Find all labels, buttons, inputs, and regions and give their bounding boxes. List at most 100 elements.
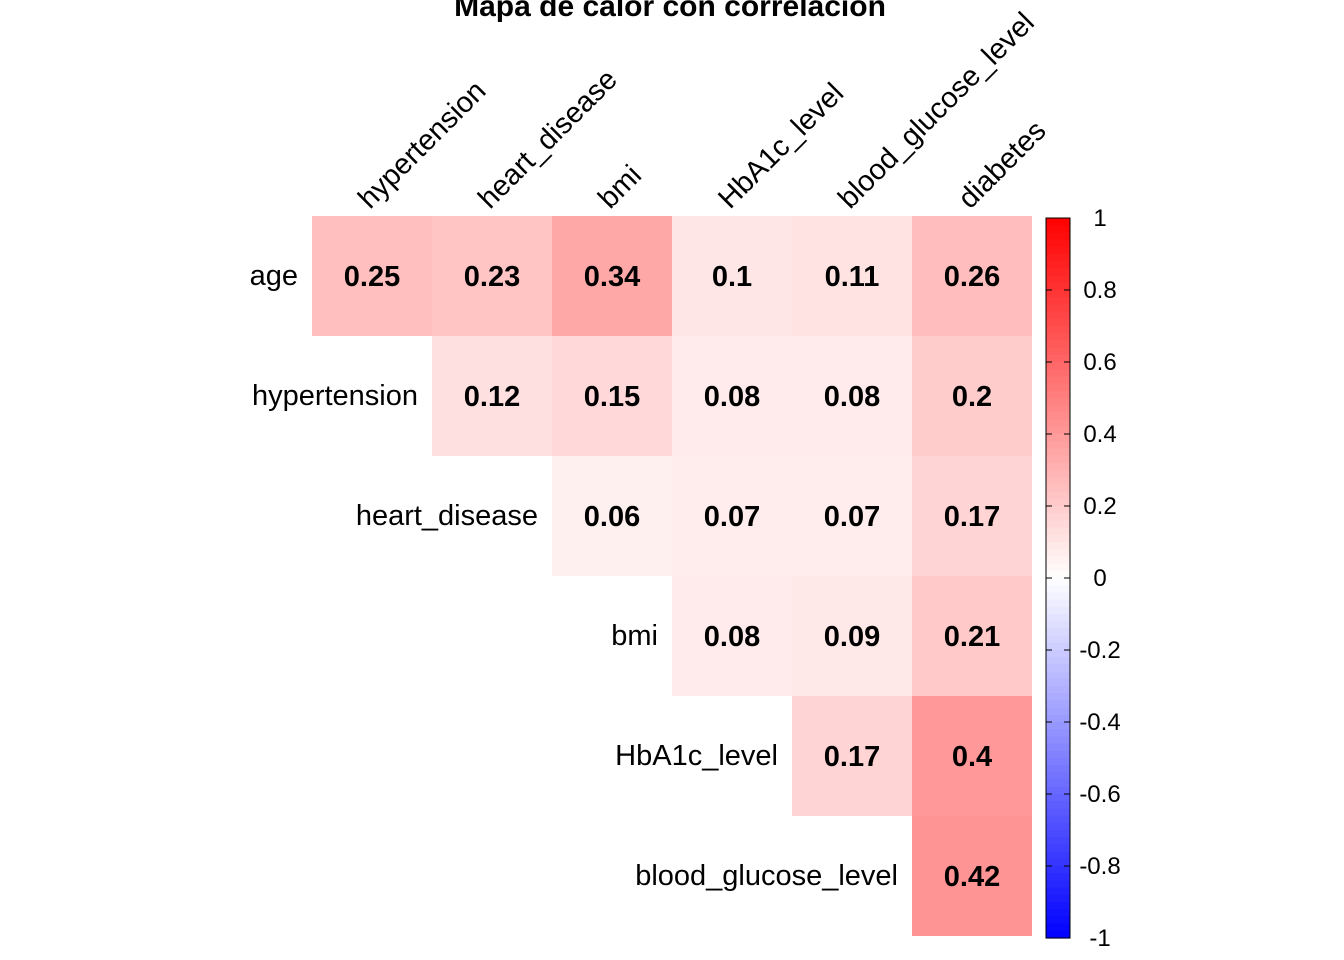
legend-color-step — [1046, 549, 1070, 557]
legend-color-step — [1046, 830, 1070, 838]
legend-color-step — [1046, 700, 1070, 709]
legend-color-step — [1046, 513, 1070, 521]
legend-color-step — [1046, 786, 1070, 795]
heatmap-cell — [912, 576, 1032, 696]
legend-tick-label: 0.2 — [1083, 493, 1116, 520]
legend-color-step — [1046, 383, 1070, 392]
heatmap-cell — [792, 456, 912, 576]
legend-color-step — [1046, 326, 1070, 334]
legend-color-step — [1046, 527, 1070, 536]
legend-color-step — [1046, 779, 1070, 788]
legend-color-step — [1046, 743, 1070, 752]
legend-color-step — [1046, 729, 1070, 737]
legend-color-step — [1046, 722, 1070, 730]
legend-color-step — [1046, 664, 1070, 673]
row-label: blood_glucose_level — [635, 860, 898, 892]
legend-color-step — [1046, 801, 1070, 809]
legend-color-step — [1046, 822, 1070, 831]
column-label: blood_glucose_level — [832, 6, 1040, 214]
cell-value-label: 0.07 — [704, 501, 760, 533]
legend-color-step — [1046, 290, 1070, 298]
legend-color-step — [1046, 794, 1070, 802]
legend-color-step — [1046, 455, 1070, 464]
legend-color-step — [1046, 635, 1070, 644]
legend-color-step — [1046, 398, 1070, 406]
legend-color-step — [1046, 880, 1070, 889]
legend-color-step — [1046, 642, 1070, 651]
legend-color-step — [1046, 909, 1070, 917]
legend-tick-label: -1 — [1089, 925, 1110, 952]
column-label: HbA1c_level — [712, 77, 850, 215]
legend-color-step — [1046, 916, 1070, 925]
legend-color-step — [1046, 621, 1070, 629]
legend-color-step — [1046, 815, 1070, 824]
column-label: hypertension — [352, 75, 492, 215]
legend-color-step — [1046, 297, 1070, 305]
legend-tick-label: 1 — [1093, 205, 1106, 232]
heatmap-cell — [792, 696, 912, 816]
cell-value-label: 0.1 — [712, 261, 752, 293]
heatmap-cell — [432, 336, 552, 456]
legend-color-step — [1046, 225, 1070, 233]
legend-color-step — [1046, 268, 1070, 277]
legend-color-step — [1046, 491, 1070, 500]
legend-color-step — [1046, 390, 1070, 399]
heatmap-cell — [312, 216, 432, 336]
legend-color-step — [1046, 376, 1070, 385]
legend-color-step — [1046, 484, 1070, 493]
row-label: heart_disease — [356, 500, 538, 532]
legend-tick-label: -0.2 — [1079, 637, 1120, 664]
legend-tick-label: -0.8 — [1079, 853, 1120, 880]
legend-color-step — [1046, 218, 1070, 226]
legend-color-step — [1046, 592, 1070, 601]
legend-color-step — [1046, 520, 1070, 529]
legend-color-step — [1046, 866, 1070, 874]
legend-color-step — [1046, 570, 1070, 579]
heatmap-cell — [912, 456, 1032, 576]
cell-value-label: 0.08 — [704, 621, 760, 653]
cell-value-label: 0.08 — [704, 381, 760, 413]
legend-color-step — [1046, 426, 1070, 435]
legend-tick-label: 0.6 — [1083, 349, 1116, 376]
cell-value-label: 0.08 — [824, 381, 880, 413]
heatmap-cells: 0.25 0.23 0.34 0.1 0.11 0.26 0.12 0.15 0.08 0.08 0… — [312, 216, 1032, 936]
legend-color-step — [1046, 542, 1070, 550]
heatmap-cell — [552, 336, 672, 456]
heatmap-cell — [672, 576, 792, 696]
legend-color-step — [1046, 318, 1070, 327]
legend-color-step — [1046, 750, 1070, 759]
color-legend: 1 0.8 0.6 0.4 0.2 0 -0.2 -0.4 -0.6 -0.8 -1 — [1045, 205, 1121, 952]
legend-tick-label: -0.6 — [1079, 781, 1120, 808]
legend-color-step — [1046, 837, 1070, 845]
legend-color-step — [1046, 412, 1070, 421]
legend-color-step — [1046, 563, 1070, 572]
legend-color-step — [1046, 261, 1070, 269]
cell-value-label: 0.2 — [952, 381, 992, 413]
cell-value-label: 0.12 — [464, 381, 520, 413]
legend-color-step — [1046, 678, 1070, 687]
row-label: hypertension — [252, 380, 418, 412]
legend-color-step — [1046, 628, 1070, 637]
heatmap-cell — [912, 816, 1032, 936]
cell-value-label: 0.07 — [824, 501, 880, 533]
legend-color-step — [1046, 758, 1070, 766]
cell-value-label: 0.42 — [944, 861, 1000, 893]
row-label: HbA1c_level — [615, 740, 778, 772]
legend-tick-label: 0 — [1093, 565, 1106, 592]
legend-color-step — [1046, 462, 1070, 471]
legend-tick-label: 0.8 — [1083, 277, 1116, 304]
legend-color-step — [1046, 902, 1070, 910]
legend-color-step — [1046, 707, 1070, 716]
legend-color-step — [1046, 506, 1070, 514]
legend-color-step — [1046, 671, 1070, 680]
legend-color-step — [1046, 887, 1070, 896]
cell-value-label: 0.17 — [824, 741, 880, 773]
legend-color-step — [1046, 470, 1070, 478]
legend-color-step — [1046, 693, 1070, 701]
heatmap-cell — [552, 456, 672, 576]
heatmap-cell — [912, 336, 1032, 456]
legend-color-step — [1046, 282, 1070, 291]
